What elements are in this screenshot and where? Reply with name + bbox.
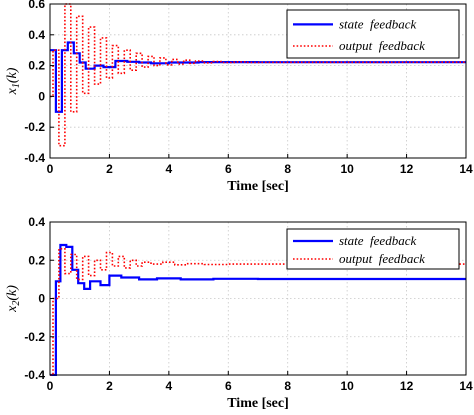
y-tick-label: 0.4 (28, 28, 45, 42)
legend-box (286, 9, 460, 59)
legend-label-state: state feedback (339, 233, 416, 248)
output-feedback-line (50, 3, 466, 147)
legend: state feedback output feedback (286, 9, 460, 59)
x-axis-label: Time [sec] (227, 179, 289, 194)
x-tick-label: 0 (47, 379, 54, 393)
x-tick-label: 12 (400, 379, 414, 393)
y-axis-label: x1(k) (5, 67, 22, 95)
x-tick-label: 14 (459, 379, 473, 393)
y-tick-label: -0.2 (24, 120, 45, 134)
legend-label-output: output feedback (339, 251, 425, 266)
x-tick-label: 6 (225, 162, 232, 176)
legend-label-output: output feedback (339, 38, 425, 53)
y-axis-label: x2(k) (5, 285, 22, 313)
y-tick-label: 0.6 (28, 0, 45, 11)
x-tick-label: 6 (225, 379, 232, 393)
y-tick-label: -0.2 (24, 330, 45, 344)
x-tick-label: 10 (340, 162, 354, 176)
y-tick-label: 0 (38, 292, 45, 306)
y-tick-label: 0 (38, 89, 45, 103)
chart-panel-1: 0 2 4 6 8 10 12 14 -0.4 -0.2 0 0.2 0.4 0.6 Time [sec] x… (5, 0, 473, 194)
x-tick-label: 2 (106, 379, 113, 393)
x-tick-label: 4 (166, 379, 173, 393)
legend: state feedback output feedback (286, 228, 460, 270)
x-axis-label: Time [sec] (227, 396, 289, 411)
y-tick-label: 0.2 (28, 253, 45, 267)
x-tick-label: 14 (459, 162, 473, 176)
x-tick-label: 0 (47, 162, 54, 176)
output-feedback-line (50, 248, 466, 376)
x-tick-label: 12 (400, 162, 414, 176)
x-tick-label: 10 (340, 379, 354, 393)
plot-frame (49, 3, 467, 159)
legend-box (286, 228, 460, 270)
y-tick-label: -0.4 (24, 368, 45, 382)
y-tick-label: 0.2 (28, 59, 45, 73)
state-feedback-line (50, 41, 466, 113)
x-tick-label: 2 (106, 162, 113, 176)
state-feedback-line (50, 243, 466, 376)
x-tick-label: 8 (284, 379, 291, 393)
y-tick-label: -0.4 (24, 151, 45, 165)
x-tick-label: 8 (284, 162, 291, 176)
y-tick-label: 0.4 (28, 215, 45, 229)
legend-label-state: state feedback (339, 16, 416, 31)
x-tick-label: 4 (166, 162, 173, 176)
chart-panel-2: 0 2 4 6 8 10 12 14 -0.4 -0.2 0 0.2 0.4 Time [sec] x2(k… (5, 215, 473, 411)
